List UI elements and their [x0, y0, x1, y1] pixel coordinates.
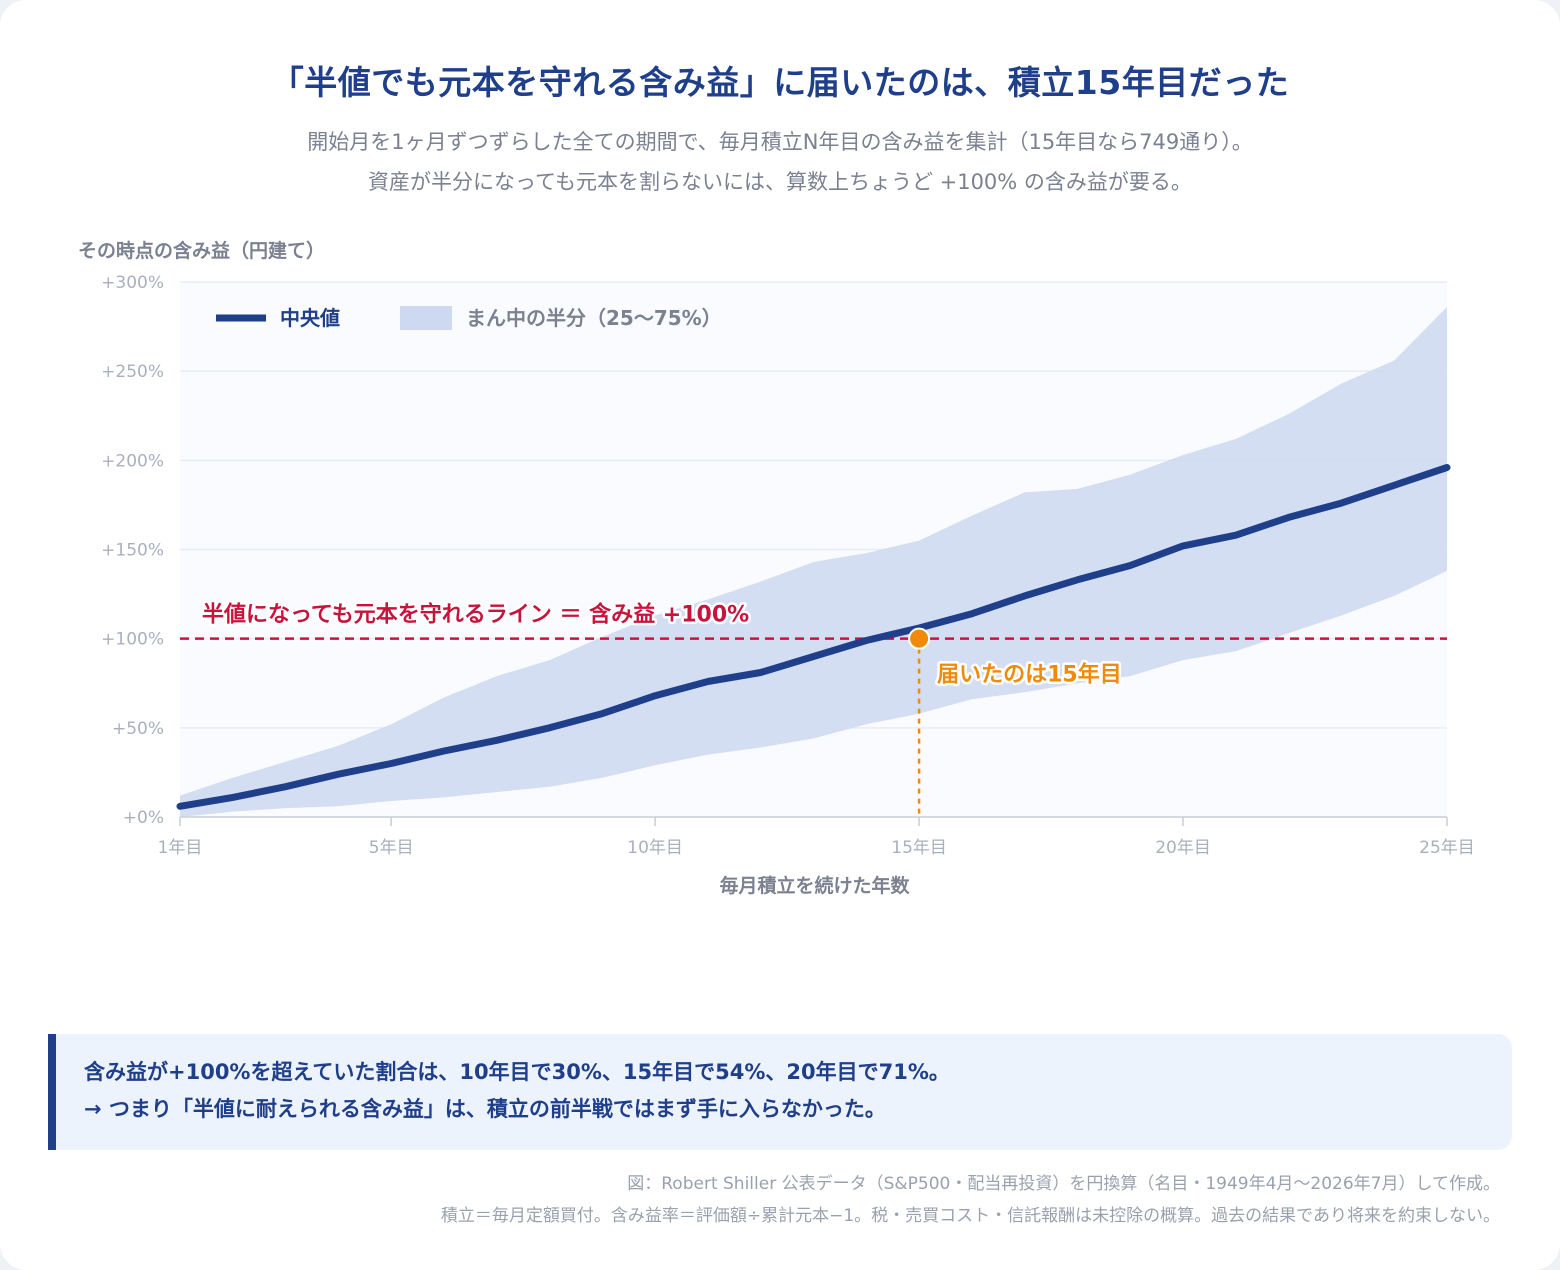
chart-subtitle: 開始月を1ヶ月ずつずらした全ての期間で、毎月積立N年目の含み益を集計（15年目な…: [0, 122, 1560, 202]
year15-marker: [908, 627, 931, 650]
median-line: [176, 464, 1451, 810]
y-tick-label: +150%: [101, 541, 164, 561]
source-footnote: 図：Robert Shiller 公表データ（S&P500・配当再投資）を円換算…: [441, 1168, 1500, 1232]
footnote-line: 積立＝毎月定額買付。含み益率＝評価額÷累計元本−1。税・売買コスト・信託報酬は未…: [440, 1206, 1500, 1226]
y-tick-label: +100%: [101, 630, 164, 650]
legend-label-band: まん中の半分（25〜75%）: [466, 306, 722, 330]
x-tick-label: 5年目: [369, 838, 414, 858]
summary-note: 含み益が+100%を超えていた割合は、10年目で30%、15年目で54%、20年…: [48, 1034, 1512, 1150]
y-tick-label: +200%: [101, 451, 164, 471]
threshold-label: 半値になっても元本を守れるライン ＝ 含み益 +100%: [202, 602, 749, 628]
note-line: 含み益が+100%を超えていた割合は、10年目で30%、15年目で54%、20年…: [84, 1060, 950, 1084]
x-tick-label: 1年目: [158, 838, 203, 858]
subtitle-line: 資産が半分になっても元本を割らないには、算数上ちょうど +100% の含み益が要…: [368, 170, 1192, 194]
y-tick-label: +300%: [101, 273, 164, 293]
footnote-line: 図：Robert Shiller 公表データ（S&P500・配当再投資）を円換算…: [627, 1174, 1500, 1194]
y-tick-label: +250%: [101, 362, 164, 382]
line-chart: +0% +50% +100% +150% +200% +250% +300% 1年目 5年目 10…: [78, 239, 1475, 897]
subtitle-line: 開始月を1ヶ月ずつずらした全ての期間で、毎月積立N年目の含み益を集計（15年目な…: [307, 130, 1253, 154]
x-tick-label: 20年目: [1155, 838, 1211, 858]
x-axis-label: 毎月積立を続けた年数: [719, 874, 910, 897]
note-line: → つまり「半値に耐えられる含み益」は、積立の前半戦ではまず手に入らなかった。: [84, 1097, 886, 1121]
x-tick-label: 10年目: [627, 838, 683, 858]
legend-label-median: 中央値: [280, 306, 340, 330]
marker-label: 届いたのは15年目: [937, 662, 1122, 688]
legend-swatch-band: [400, 306, 452, 330]
x-tick-label: 25年目: [1419, 838, 1475, 858]
interquartile-band: [180, 307, 1447, 817]
y-tick-label: +50%: [112, 719, 164, 739]
chart-title: 「半値でも元本を守れる含み益」に届いたのは、積立15年目だった: [270, 63, 1290, 102]
x-tick-label: 15年目: [891, 838, 947, 858]
y-tick-label: +0%: [123, 808, 164, 828]
y-axis-label: その時点の含み益（円建て）: [78, 239, 325, 262]
